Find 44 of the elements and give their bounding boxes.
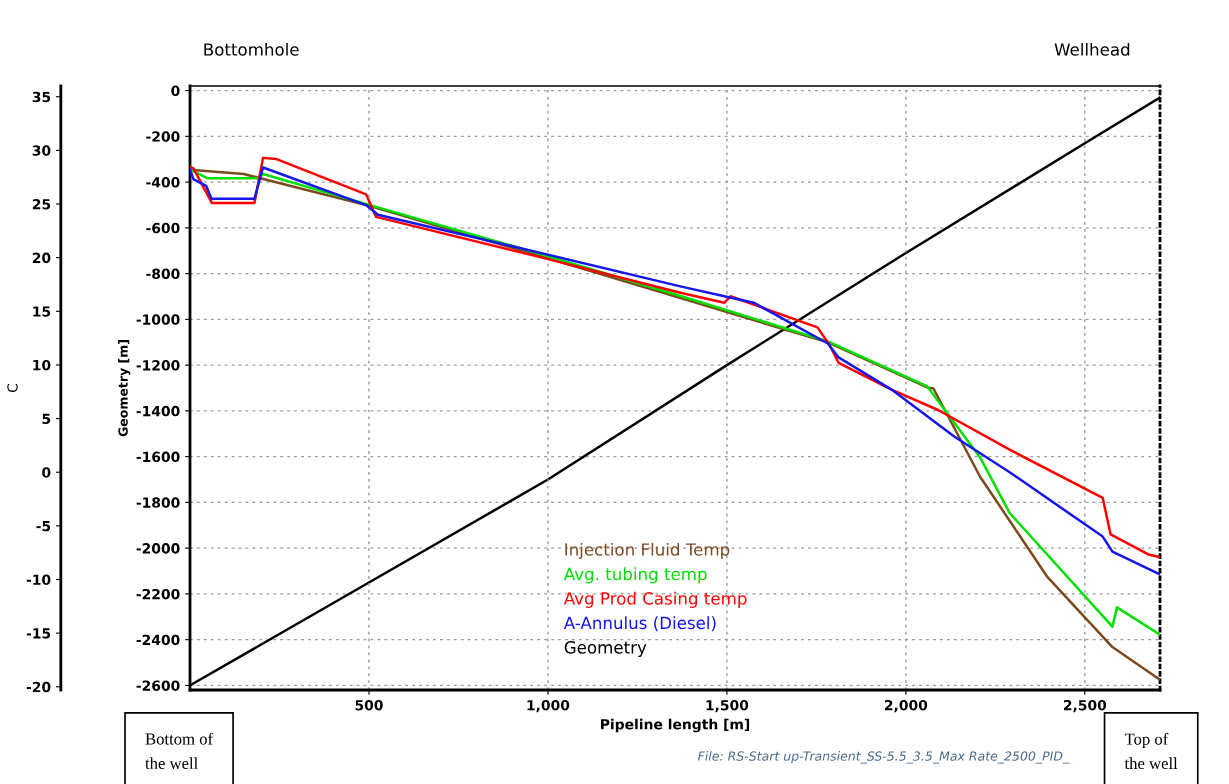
y2-tick-label: -1400 xyxy=(136,405,180,417)
x-tick-label: 500 xyxy=(355,699,383,711)
x-tick-label: 2,000 xyxy=(885,699,928,713)
y-tick-label: -20 xyxy=(26,681,51,693)
y-tick-label: -10 xyxy=(26,574,51,585)
y-tick-label: 25 xyxy=(32,198,51,210)
y2-tick-label: -1000 xyxy=(136,314,180,325)
text: Top of the well xyxy=(1124,732,1178,770)
text: A-Annulus (Diesel) xyxy=(563,616,716,632)
text: Wellhead xyxy=(1054,42,1130,56)
y2-axis-title: Geometry [m] xyxy=(118,340,131,437)
y-tick-label: 20 xyxy=(32,252,51,264)
text: Bottomhole xyxy=(204,42,299,56)
y2-tick-label: -200 xyxy=(146,131,180,142)
text: Injection Fluid Temp xyxy=(565,542,730,560)
y-tick-label: 35 xyxy=(32,91,51,103)
text: Geometry xyxy=(564,641,647,657)
y2-tick-label: -2200 xyxy=(136,588,180,600)
y-tick-label: 0 xyxy=(42,467,51,478)
y-tick-label: -5 xyxy=(36,521,51,532)
y2-tick-label: -2600 xyxy=(136,680,180,691)
y-tick-label: 30 xyxy=(32,145,51,156)
y-tick-label: 15 xyxy=(33,306,51,317)
x-tick-label: 1,000 xyxy=(527,699,570,713)
y-tick-label: 10 xyxy=(33,359,51,371)
y2-tick-label: -400 xyxy=(146,177,180,188)
y2-tick-label: -800 xyxy=(146,268,180,280)
y-axis-title: C xyxy=(7,383,18,393)
x-axis-title: Pipeline length [m] xyxy=(601,718,750,733)
text: Avg Prod Casing temp xyxy=(563,591,747,608)
y-tick-label: 5 xyxy=(42,413,51,425)
y2-tick-label: -1800 xyxy=(136,497,180,508)
y2-tick-label: -2400 xyxy=(136,634,180,646)
y2-tick-label: -2000 xyxy=(136,543,180,554)
y2-tick-label: -600 xyxy=(146,222,180,234)
text: Bottom of the well xyxy=(145,732,214,769)
x-tick-label: 2,500 xyxy=(1063,699,1107,713)
text: Avg. tubing temp xyxy=(563,567,707,584)
y2-tick-label: 0 xyxy=(171,85,180,97)
x-tick-label: 1,500 xyxy=(706,699,749,713)
y2-tick-label: -1200 xyxy=(136,360,180,371)
y2-tick-label: -1600 xyxy=(136,451,180,463)
text: File: RS-Start up-Transient_SS-5.5_3.5_Max Rate_2500_PID_ xyxy=(697,751,1070,764)
y-tick-label: -15 xyxy=(26,628,51,639)
